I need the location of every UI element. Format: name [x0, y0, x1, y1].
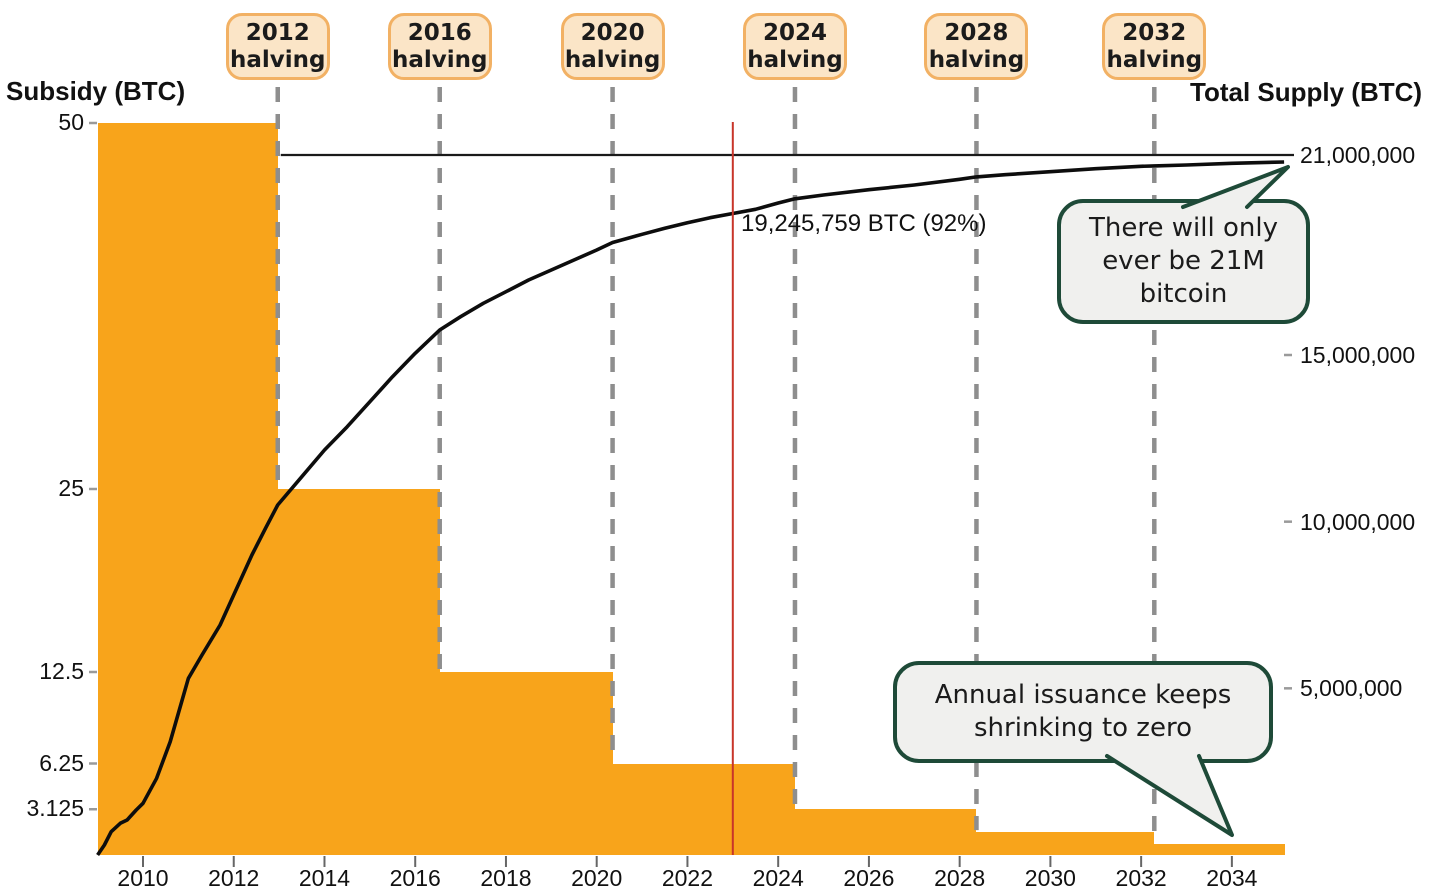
x-tick-label-2012: 2012	[208, 865, 260, 891]
callout-21m-line2: ever be 21M	[1102, 246, 1265, 276]
subsidy-bar-0.78125	[1154, 843, 1285, 855]
x-tick-label-2020: 2020	[571, 865, 623, 891]
callout-21m-line1: There will only	[1089, 213, 1278, 243]
halving-pill-2016: 2016 halving	[387, 13, 492, 80]
x-tick-label-2016: 2016	[389, 865, 441, 891]
halving-pill-year: 2032	[1122, 19, 1187, 46]
left-tick-label-6.25: 6.25	[39, 749, 84, 776]
callout-annual-issuance: Annual issuance keeps shrinking to zero	[893, 661, 1273, 763]
halving-pill-2012: 2012 halving	[225, 13, 330, 80]
halving-pill-2024: 2024 halving	[742, 13, 847, 80]
halving-pill-word: halving	[928, 46, 1025, 73]
right-tick-label-21m: 21,000,000	[1300, 142, 1416, 168]
right-axis-title: Total Supply (BTC)	[1190, 77, 1423, 107]
halving-pill-word: halving	[1106, 46, 1203, 73]
x-tick-label-2024: 2024	[752, 865, 804, 891]
halving-pill-word: halving	[747, 46, 843, 73]
left-tick-label-50: 50	[58, 109, 84, 135]
halving-pill-2032: 2032 halving	[1102, 13, 1207, 80]
halving-pill-year: 2028	[944, 19, 1009, 46]
x-tick-label-2034: 2034	[1206, 865, 1258, 891]
total-supply-curve	[96, 160, 1285, 857]
right-tick-label-15m: 15,000,000	[1300, 342, 1416, 368]
halving-pill-2020: 2020 halving	[560, 13, 665, 80]
halving-pill-2028: 2028 halving	[924, 13, 1029, 80]
right-tick-label-10m: 10,000,000	[1300, 508, 1416, 535]
halving-pill-year: 2016	[407, 19, 472, 46]
halving-pill-year: 2012	[245, 19, 310, 46]
x-tick-label-2014: 2014	[298, 865, 351, 891]
x-tick-label-2010: 2010	[117, 865, 169, 891]
callout-21m-line3: bitcoin	[1139, 279, 1228, 309]
callout-issuance-line2: shrinking to zero	[974, 713, 1192, 743]
subsidy-bar-3.125	[794, 809, 977, 855]
left-tick-label-25: 25	[58, 475, 84, 501]
x-tick-label-2018: 2018	[480, 865, 532, 891]
halving-pill-word: halving	[229, 46, 326, 73]
halving-pill-word: halving	[391, 46, 488, 73]
left-tick-label-12.5: 12.5	[39, 658, 84, 684]
subsidy-bar-50	[97, 123, 278, 855]
subsidy-bar-1.5625	[976, 832, 1155, 855]
left-tick-label-3.125: 3.125	[26, 795, 84, 822]
right-tick-label-5m: 5,000,000	[1300, 675, 1403, 702]
x-tick-label-2022: 2022	[661, 865, 714, 891]
halving-pill-year: 2024	[762, 19, 827, 46]
x-tick-label-2028: 2028	[934, 865, 986, 891]
x-tick-label-2032: 2032	[1115, 865, 1167, 891]
halving-pill-word: halving	[564, 46, 661, 73]
callout-issuance-line1: Annual issuance keeps	[934, 680, 1232, 710]
left-axis-title: Subsidy (BTC)	[6, 76, 186, 106]
halving-pill-year: 2020	[580, 19, 645, 46]
callout-21m-bitcoin: There will only ever be 21M bitcoin	[1057, 199, 1310, 324]
subsidy-bar-6.25	[612, 763, 795, 855]
subsidy-bar-12.5	[439, 672, 613, 855]
subsidy-bar-25	[277, 489, 440, 855]
current-supply-annotation: 19,245,759 BTC (92%)	[741, 210, 987, 237]
x-tick-label-2030: 2030	[1024, 865, 1076, 891]
x-tick-label-2026: 2026	[843, 865, 895, 891]
